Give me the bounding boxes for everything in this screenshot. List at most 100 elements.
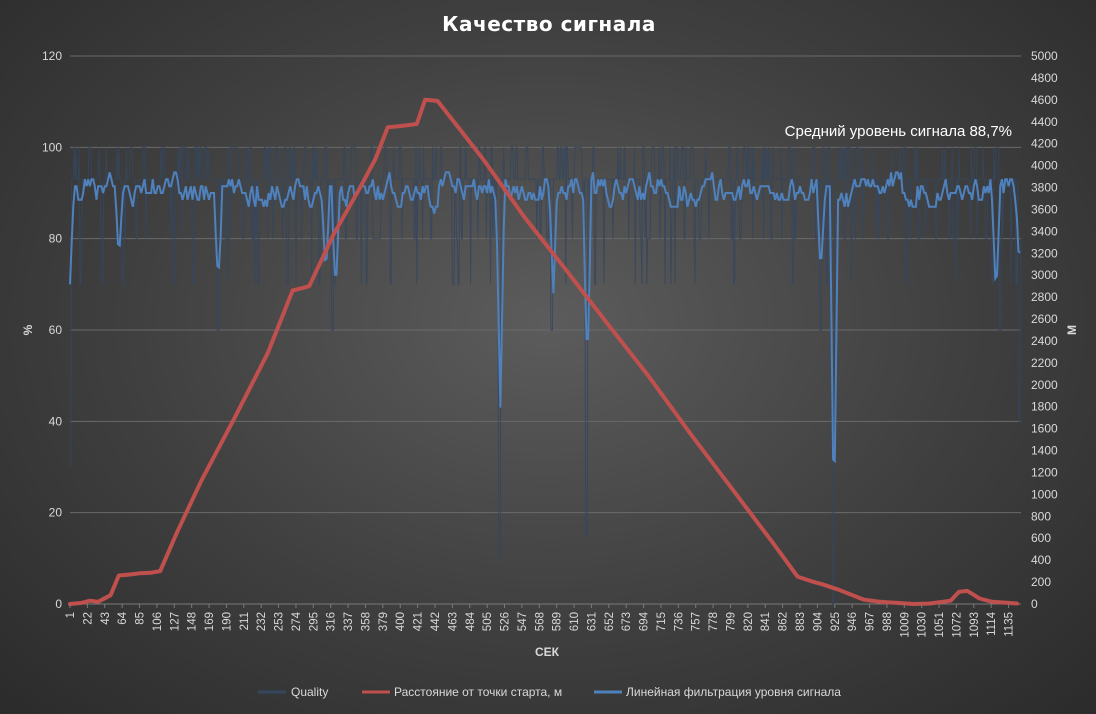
right-tick-label: 2400	[1031, 334, 1058, 348]
linear-filter-series	[69, 171, 1021, 464]
x-tick-label: 505	[482, 612, 494, 631]
average-signal-annotation: Средний уровень сигнала 88,7%	[785, 123, 1012, 140]
x-tick-label: 274	[291, 611, 303, 631]
x-axis-ticks: 1 22 43 64 85 106 127 148 169 190 211 232 253 274 295 3…	[65, 604, 1016, 638]
right-tick-label: 1000	[1031, 487, 1058, 501]
chart-title: Качество сигнала	[442, 12, 656, 36]
left-tick-label: 100	[42, 140, 62, 154]
left-tick-label: 120	[42, 49, 62, 63]
x-tick-label: 841	[760, 612, 772, 631]
right-tick-label: 3200	[1031, 246, 1058, 260]
linear-filter-line	[69, 171, 1021, 464]
x-tick-label: 106	[152, 612, 164, 631]
distance-series	[68, 97, 1019, 606]
x-tick-label: 967	[865, 612, 877, 631]
x-tick-label: 190	[221, 612, 233, 631]
x-tick-label: 211	[239, 612, 251, 630]
x-tick-label: 316	[326, 612, 338, 631]
x-tick-label: 631	[586, 612, 598, 631]
x-tick-label: 400	[395, 612, 407, 631]
right-tick-label: 200	[1031, 575, 1051, 589]
x-tick-label: 820	[743, 612, 755, 631]
x-tick-label: 610	[569, 612, 581, 631]
right-tick-label: 2200	[1031, 356, 1058, 370]
right-tick-label: 2800	[1031, 290, 1058, 304]
x-tick-label: 421	[413, 612, 425, 631]
x-tick-label: 169	[204, 612, 216, 631]
x-tick-label: 988	[882, 612, 894, 631]
right-tick-label: 1400	[1031, 444, 1058, 458]
right-tick-label: 4600	[1031, 93, 1058, 107]
legend: Quality Расстояние от точки старта, м Ли…	[258, 685, 841, 699]
x-tick-label: 694	[639, 611, 651, 631]
right-tick-label: 1800	[1031, 400, 1058, 414]
x-tick-label: 1030	[917, 612, 929, 638]
right-tick-label: 4400	[1031, 115, 1058, 129]
right-tick-label: 3600	[1031, 202, 1058, 216]
x-tick-label: 568	[534, 612, 546, 631]
x-tick-label: 904	[812, 611, 824, 631]
x-tick-label: 1135	[1004, 612, 1016, 637]
x-tick-label: 232	[256, 612, 268, 631]
right-axis-ticks: 0 200 400 600 800 1000 1200 1400 1600 1800 2000 220…	[1031, 49, 1058, 611]
x-tick-label: 715	[656, 612, 668, 631]
left-tick-label: 80	[49, 232, 63, 246]
x-tick-label: 379	[378, 612, 390, 631]
right-tick-label: 4000	[1031, 159, 1058, 173]
right-tick-label: 4800	[1031, 71, 1058, 85]
legend-label-filter: Линейная фильтрация уровня сигнала	[626, 685, 841, 699]
right-tick-label: 1600	[1031, 422, 1058, 436]
right-tick-label: 2600	[1031, 312, 1058, 326]
x-tick-label: 43	[100, 612, 112, 625]
x-tick-label: 526	[500, 612, 512, 631]
x-tick-label: 778	[708, 612, 720, 631]
right-tick-label: 5000	[1031, 49, 1058, 63]
quality-line	[70, 146, 1022, 605]
right-tick-label: 0	[1031, 597, 1038, 611]
right-tick-label: 1200	[1031, 465, 1058, 479]
y-axis-right-title: М	[1065, 325, 1079, 335]
x-tick-label: 463	[447, 612, 459, 631]
quality-series	[70, 146, 1022, 605]
right-tick-label: 3800	[1031, 181, 1058, 195]
x-tick-label: 757	[691, 612, 703, 631]
legend-label-distance: Расстояние от точки старта, м	[394, 685, 562, 699]
x-tick-label: 1093	[969, 612, 981, 638]
x-tick-label: 85	[135, 612, 147, 625]
x-tick-label: 127	[169, 612, 181, 631]
x-tick-label: 1009	[899, 612, 911, 638]
x-tick-label: 946	[847, 612, 859, 631]
left-tick-label: 60	[49, 323, 63, 337]
x-tick-label: 1114	[986, 611, 998, 635]
right-tick-label: 400	[1031, 553, 1051, 567]
x-tick-label: 736	[673, 612, 685, 631]
distance-line	[68, 97, 1019, 606]
x-tick-label: 337	[343, 612, 355, 631]
right-tick-label: 2000	[1031, 378, 1058, 392]
x-tick-label: 1072	[951, 612, 963, 638]
x-tick-label: 253	[274, 612, 286, 631]
right-tick-label: 600	[1031, 531, 1051, 545]
x-tick-label: 484	[465, 611, 477, 631]
x-tick-label: 652	[604, 612, 616, 631]
left-axis-ticks: 0 20 40 60 80 100 120	[42, 49, 62, 611]
right-tick-label: 3400	[1031, 224, 1058, 238]
x-tick-label: 799	[725, 612, 737, 631]
x-tick-label: 295	[308, 612, 320, 631]
left-tick-label: 0	[55, 597, 62, 611]
x-tick-label: 589	[552, 612, 564, 631]
right-tick-label: 4200	[1031, 137, 1058, 151]
legend-label-quality: Quality	[291, 685, 328, 699]
x-tick-label: 547	[517, 612, 529, 631]
x-tick-label: 862	[778, 612, 790, 631]
right-tick-label: 800	[1031, 509, 1051, 523]
left-tick-label: 40	[49, 414, 63, 428]
right-tick-label: 3000	[1031, 268, 1058, 282]
x-tick-label: 64	[117, 611, 129, 624]
x-tick-label: 925	[830, 612, 842, 631]
left-tick-label: 20	[49, 506, 63, 520]
x-tick-label: 883	[795, 612, 807, 631]
x-axis-title: СЕК	[535, 645, 560, 659]
y-axis-left-title: %	[21, 324, 35, 335]
